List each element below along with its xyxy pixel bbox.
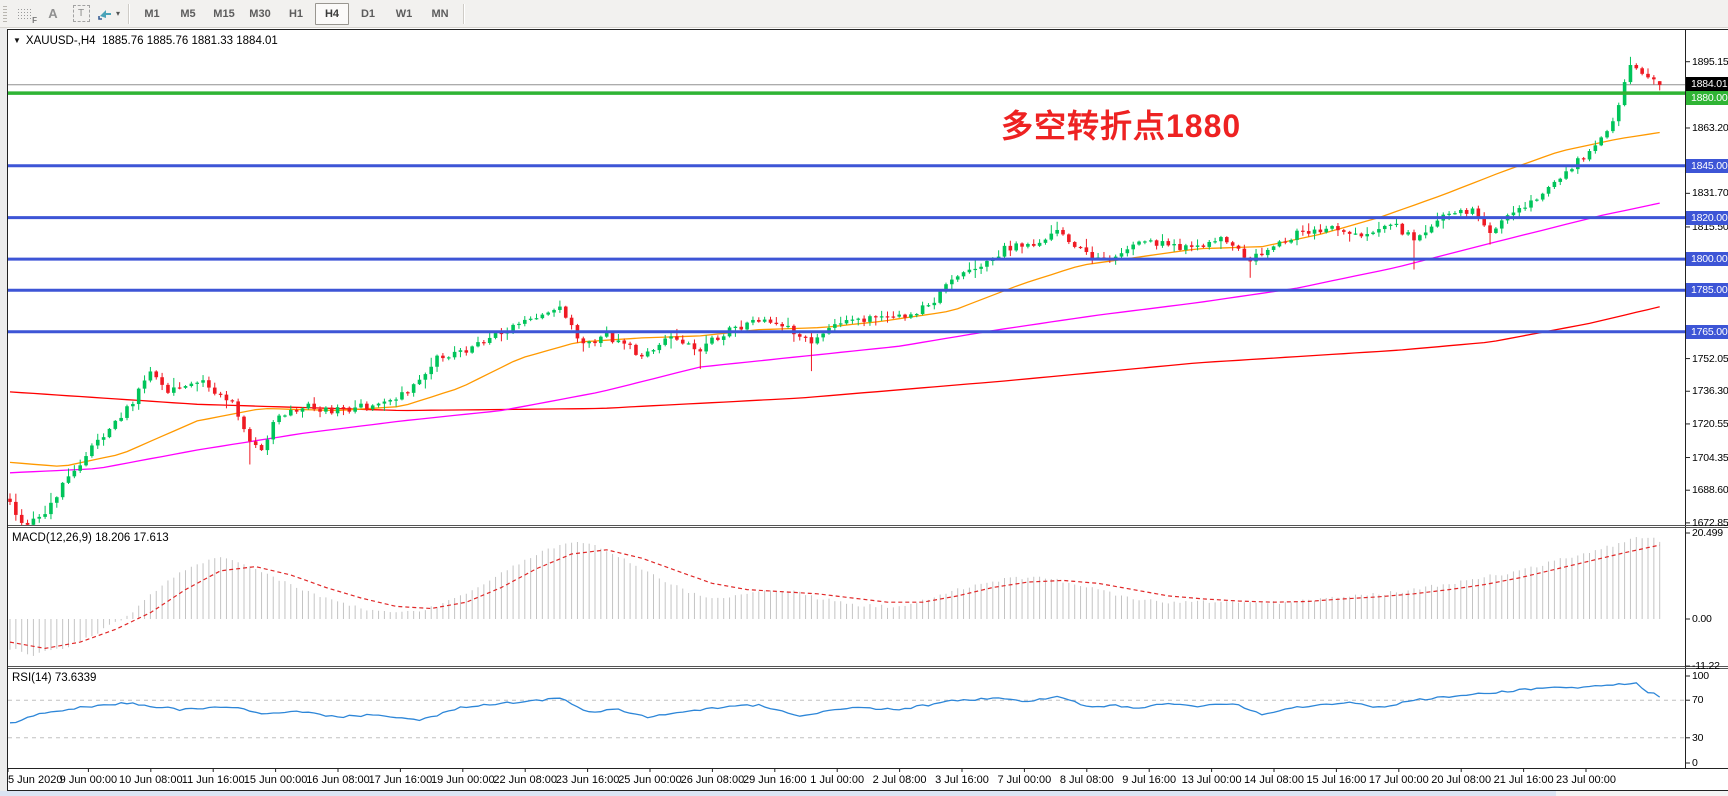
time-label: 8 Jul 08:00 (1059, 774, 1114, 786)
ma-slow (9, 306, 1660, 412)
toolbar: F A T ▾ M1 M5 M15 M30 H1 H4 D1 W1 MN (0, 0, 1728, 28)
timeframe-group: M1 M5 M15 M30 H1 H4 D1 W1 MN (134, 2, 458, 25)
rsi-line (9, 682, 1661, 724)
time-label: 9 Jun 00:00 (59, 774, 118, 786)
level-label-1785.00[interactable]: 1785.00 (1686, 283, 1728, 298)
chart-title: ▼ XAUUSD-,H4 1885.76 1885.76 1881.33 1884… (13, 35, 278, 47)
macd-price-tick: 20.499 (1692, 527, 1723, 539)
rsi-price-tick: 30 (1692, 731, 1704, 744)
tf-button-MN[interactable]: MN (431, 7, 449, 20)
time-label: 11 Jun 16:00 (181, 774, 245, 786)
objects-arrows-icon[interactable]: ▾ (97, 4, 121, 24)
main-price-tick: 1672.85 (1692, 516, 1728, 529)
tf-button-M30[interactable]: M30 (249, 7, 271, 20)
time-label: 23 Jun 16:00 (555, 774, 620, 786)
time-label: 23 Jul 00:00 (1556, 774, 1616, 786)
toolbar-separator (128, 3, 129, 24)
time-label: 17 Jul 00:00 (1368, 774, 1429, 786)
macd-price-tick: -11.22 (1692, 660, 1720, 673)
time-label: 20 Jul 08:00 (1431, 774, 1492, 786)
ma-fast (9, 131, 1660, 467)
tf-button-M5[interactable]: M5 (180, 7, 196, 20)
rsi-label: RSI(14) 73.6339 (12, 672, 97, 684)
level-label-1845.00[interactable]: 1845.00 (1686, 158, 1728, 173)
level-label-1820.00[interactable]: 1820.00 (1686, 210, 1728, 225)
tf-button-W1[interactable]: W1 (395, 7, 413, 20)
time-label: 1 Jul 00:00 (810, 774, 865, 786)
time-label: 13 Jul 00:00 (1181, 774, 1242, 786)
tf-button-D1[interactable]: D1 (360, 7, 376, 20)
annotation-text: 多空转折点1880 (1001, 108, 1242, 144)
time-label: 17 Jun 16:00 (368, 774, 433, 786)
toolbar-separator (463, 3, 464, 24)
toolbar-drag-handle[interactable] (3, 5, 7, 22)
time-label: 25 Jun 00:00 (618, 774, 682, 786)
time-label: 22 Jun 08:00 (493, 774, 557, 786)
macd-pane (9, 537, 1661, 656)
time-label: 15 Jun 00:00 (243, 774, 308, 786)
main-price-tick: 1752.05 (1692, 352, 1728, 365)
time-label: 19 Jun 00:00 (430, 774, 495, 786)
time-label: 15 Jul 16:00 (1306, 774, 1367, 786)
symbol-dropdown-icon[interactable]: ▼ (13, 36, 21, 45)
time-label: 10 Jun 08:00 (118, 774, 183, 786)
time-label: 21 Jul 16:00 (1493, 774, 1554, 786)
tf-button-M1[interactable]: M1 (144, 7, 160, 20)
tf-button-H1[interactable]: H1 (288, 7, 304, 20)
main-price-tick: 1720.55 (1692, 417, 1728, 430)
time-label: 26 Jun 08:00 (680, 774, 745, 786)
rsi-price-tick: 100 (1692, 670, 1709, 682)
main-price-tick: 1736.30 (1692, 385, 1728, 398)
time-label: 9 Jul 16:00 (1122, 774, 1177, 786)
main-price-tick: 1831.70 (1692, 187, 1728, 200)
window-bottom-edge (0, 791, 1556, 796)
drawing-tools-group: F A T ▾ (11, 4, 123, 25)
time-label: 7 Jul 00:00 (997, 774, 1052, 786)
time-label: 5 Jun 2020 (8, 774, 63, 786)
level-label-1880.00[interactable]: 1880.00 (1686, 90, 1728, 105)
label-a-icon[interactable]: A (48, 6, 58, 21)
main-price-tick: 1863.20 (1692, 121, 1728, 134)
main-price-tick: 1895.15 (1692, 55, 1728, 68)
time-label: 29 Jun 16:00 (742, 774, 807, 786)
dropdown-caret-icon: ▾ (115, 9, 120, 18)
window-left-edge (0, 28, 7, 791)
level-label-1765.00[interactable]: 1765.00 (1686, 324, 1728, 339)
grid-f-icon[interactable]: F (13, 4, 37, 25)
macd-price-tick: 0.00 (1692, 613, 1712, 625)
time-label: 14 Jul 08:00 (1244, 774, 1304, 786)
chart-title-text: XAUUSD-,H4 1885.76 1885.76 1881.33 1884.… (25, 35, 278, 47)
macd-label: MACD(12,26,9) 18.206 17.613 (12, 532, 169, 544)
rsi-price-tick: 0 (1692, 757, 1698, 769)
tf-button-H4[interactable]: H4 (315, 2, 349, 25)
main-price-tick: 1704.35 (1692, 451, 1728, 464)
rsi-price-tick: 70 (1692, 694, 1704, 707)
main-price-tick: 1688.60 (1692, 484, 1728, 497)
rsi-pane (8, 682, 1685, 739)
level-label-1800.00[interactable]: 1800.00 (1686, 252, 1728, 267)
macd-signal-line (9, 544, 1660, 650)
time-label: 2 Jul 08:00 (872, 774, 927, 786)
ma-medium (9, 202, 1660, 474)
time-label: 3 Jul 16:00 (935, 774, 989, 786)
textbox-t-icon[interactable]: T (69, 4, 93, 24)
tf-button-M15[interactable]: M15 (213, 7, 235, 20)
window-bottom-corner (1556, 791, 1728, 796)
current-price-label[interactable]: 1884.01 (1686, 76, 1728, 91)
time-label: 16 Jun 08:00 (306, 774, 370, 786)
main-pane (8, 56, 1685, 525)
